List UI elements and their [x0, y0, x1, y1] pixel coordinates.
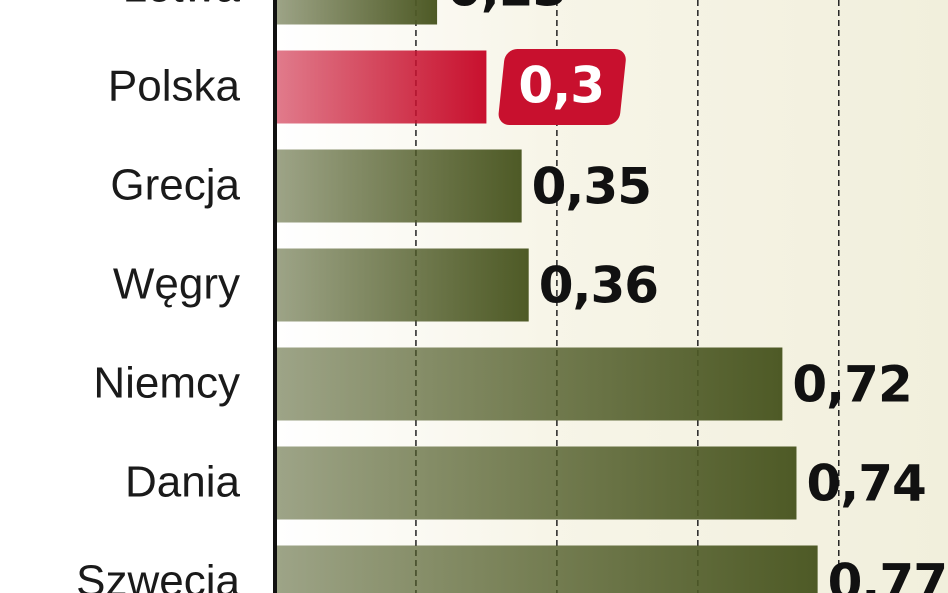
- bar: [275, 545, 818, 593]
- category-label: Szwecja: [76, 557, 240, 593]
- value-label: 0,23: [447, 0, 566, 18]
- value-label: 0,36: [539, 257, 658, 315]
- category-label: Łotwa: [123, 0, 241, 12]
- bar: [275, 446, 797, 520]
- category-label: Węgry: [113, 260, 240, 309]
- value-label: 0,3: [518, 57, 604, 115]
- bar: [275, 347, 783, 421]
- bar: [275, 50, 487, 124]
- bar: [275, 0, 438, 25]
- value-label: 0,77: [828, 554, 947, 593]
- value-label: 0,74: [806, 455, 925, 513]
- value-label: 0,72: [792, 356, 911, 414]
- category-label: Grecja: [110, 161, 240, 210]
- category-label: Polska: [108, 62, 241, 111]
- category-label: Niemcy: [93, 359, 240, 408]
- value-label-background: [498, 49, 626, 125]
- category-label: Dania: [125, 458, 240, 507]
- value-label: 0,35: [532, 158, 651, 216]
- bar: [275, 248, 529, 322]
- bar: [275, 149, 522, 223]
